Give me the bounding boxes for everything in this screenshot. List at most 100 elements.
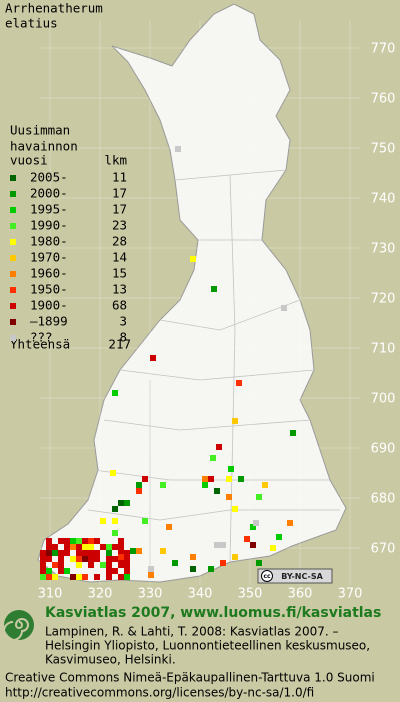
- record-square: [210, 455, 216, 461]
- legend-swatch: [10, 303, 16, 309]
- record-square: [226, 476, 232, 482]
- legend-count: 11: [112, 170, 127, 185]
- record-square: [253, 520, 259, 526]
- legend-label: –1899: [30, 314, 68, 329]
- record-square: [64, 538, 70, 544]
- legend-label: 2000-: [30, 186, 68, 201]
- record-square: [244, 536, 250, 542]
- record-square: [70, 544, 76, 550]
- logo-spiral: [3, 618, 29, 641]
- record-square: [88, 544, 94, 550]
- record-square: [148, 572, 154, 578]
- legend-count: 68: [112, 298, 127, 313]
- record-square: [281, 305, 287, 311]
- record-square: [202, 476, 208, 482]
- legend-label: 1900-: [30, 298, 68, 313]
- record-square: [106, 544, 112, 550]
- northing-label: 760: [371, 92, 396, 107]
- legend-heading: vuosi: [10, 153, 48, 168]
- citation-line: Helsingin Yliopisto, Luonnontieteellinen…: [45, 639, 370, 653]
- record-square: [118, 550, 124, 556]
- citation-line: Lampinen, R. & Lahti, T. 2008: Kasviatla…: [45, 625, 339, 639]
- record-square: [112, 568, 118, 574]
- badge-icon-text: cc: [263, 573, 271, 580]
- legend-swatch: [10, 223, 16, 229]
- legend-total-label: Yhteensä: [10, 337, 70, 352]
- license-line: http://creativecommons.org/licenses/by-n…: [5, 686, 314, 700]
- record-square: [70, 556, 76, 562]
- record-square: [64, 544, 70, 550]
- logo: [3, 610, 34, 641]
- record-square: [136, 488, 142, 494]
- record-square: [160, 482, 166, 488]
- record-square: [46, 538, 52, 544]
- record-square: [40, 556, 46, 562]
- record-square: [46, 574, 52, 580]
- record-square: [88, 550, 94, 556]
- record-square: [228, 466, 234, 472]
- record-square: [100, 544, 106, 550]
- legend-label: 1960-: [30, 266, 68, 281]
- legend-heading: Uusimman: [10, 123, 70, 138]
- record-square: [202, 482, 208, 488]
- record-square: [106, 562, 112, 568]
- legend-count: 13: [112, 282, 127, 297]
- easting-label: 320: [88, 587, 113, 602]
- legend-swatch: [10, 191, 16, 197]
- record-square: [118, 562, 124, 568]
- northing-label: 690: [371, 442, 396, 457]
- record-square: [172, 560, 178, 566]
- northing-label: 700: [371, 392, 396, 407]
- northing-label: 770: [371, 42, 396, 57]
- species-name: Arrhenatherum: [5, 1, 103, 16]
- easting-label: 340: [188, 587, 213, 602]
- legend-count-heading: lkm: [104, 153, 127, 168]
- legend-count: 8: [119, 330, 127, 345]
- record-square: [226, 494, 232, 500]
- record-square: [82, 556, 88, 562]
- record-square: [70, 538, 76, 544]
- record-square: [214, 542, 220, 548]
- legend-count: 28: [112, 234, 127, 249]
- easting-label: 370: [338, 587, 363, 602]
- legend-label: 1970-: [30, 250, 68, 265]
- record-square: [40, 568, 46, 574]
- record-square: [250, 542, 256, 548]
- record-square: [166, 524, 172, 530]
- legend-heading: havainnon: [10, 139, 78, 154]
- record-square: [211, 286, 217, 292]
- record-square: [58, 568, 64, 574]
- record-square: [232, 418, 238, 424]
- records: [40, 146, 296, 580]
- legend-label: ???: [30, 330, 53, 345]
- logo-circle: [4, 610, 34, 640]
- record-square: [142, 518, 148, 524]
- record-square: [46, 544, 52, 550]
- record-square: [106, 550, 112, 556]
- legend-swatch: [10, 207, 16, 213]
- northing-label: 670: [371, 542, 396, 557]
- legend: Uusimman havainnon vuosi lkm Yhteensä 21…: [10, 123, 131, 352]
- license-line: Creative Commons Nimeä-Epäkaupallinen-Ta…: [5, 671, 375, 685]
- record-square: [118, 538, 124, 544]
- legend-swatch: [10, 239, 16, 245]
- record-square: [52, 574, 58, 580]
- record-square: [40, 550, 46, 556]
- legend-swatch: [10, 271, 16, 277]
- record-square: [124, 500, 130, 506]
- record-square: [124, 550, 130, 556]
- record-square: [250, 524, 256, 530]
- record-square: [94, 574, 100, 580]
- legend-count: 23: [112, 218, 127, 233]
- record-square: [58, 562, 64, 568]
- record-square: [82, 550, 88, 556]
- record-square: [190, 566, 196, 572]
- record-square: [88, 538, 94, 544]
- record-square: [124, 562, 130, 568]
- record-square: [76, 538, 82, 544]
- easting-label: 310: [38, 587, 63, 602]
- record-square: [58, 550, 64, 556]
- legend-label: 1995-: [30, 202, 68, 217]
- region-borders: [87, 169, 340, 580]
- record-square: [64, 568, 70, 574]
